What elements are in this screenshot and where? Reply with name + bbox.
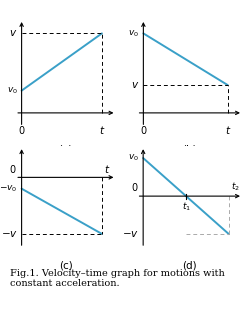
Text: (c): (c) bbox=[59, 260, 72, 270]
Text: $0$: $0$ bbox=[18, 124, 25, 136]
Text: $t_1$: $t_1$ bbox=[181, 200, 190, 213]
Text: $v$: $v$ bbox=[9, 28, 18, 38]
Text: $t$: $t$ bbox=[224, 124, 230, 136]
Text: $t$: $t$ bbox=[98, 124, 105, 136]
Text: $-v$: $-v$ bbox=[1, 229, 18, 239]
Text: $v_0$: $v_0$ bbox=[128, 153, 139, 163]
Text: $v_0$: $v_0$ bbox=[7, 85, 18, 96]
Text: $0$: $0$ bbox=[130, 181, 138, 193]
Text: (d): (d) bbox=[182, 260, 196, 270]
Text: $v$: $v$ bbox=[130, 80, 139, 90]
Text: (a): (a) bbox=[58, 144, 73, 155]
Text: (b): (b) bbox=[182, 144, 196, 155]
Text: $v_0$: $v_0$ bbox=[128, 28, 139, 39]
Text: Fig.1. Velocity–time graph for motions with
constant acceleration.: Fig.1. Velocity–time graph for motions w… bbox=[10, 269, 224, 288]
Text: $t$: $t$ bbox=[103, 163, 109, 175]
Text: $0$: $0$ bbox=[9, 163, 17, 175]
Text: $0$: $0$ bbox=[139, 124, 146, 136]
Text: $-v$: $-v$ bbox=[122, 229, 139, 239]
Text: $-v_0$: $-v_0$ bbox=[0, 183, 18, 194]
Text: $t_2$: $t_2$ bbox=[230, 180, 239, 193]
